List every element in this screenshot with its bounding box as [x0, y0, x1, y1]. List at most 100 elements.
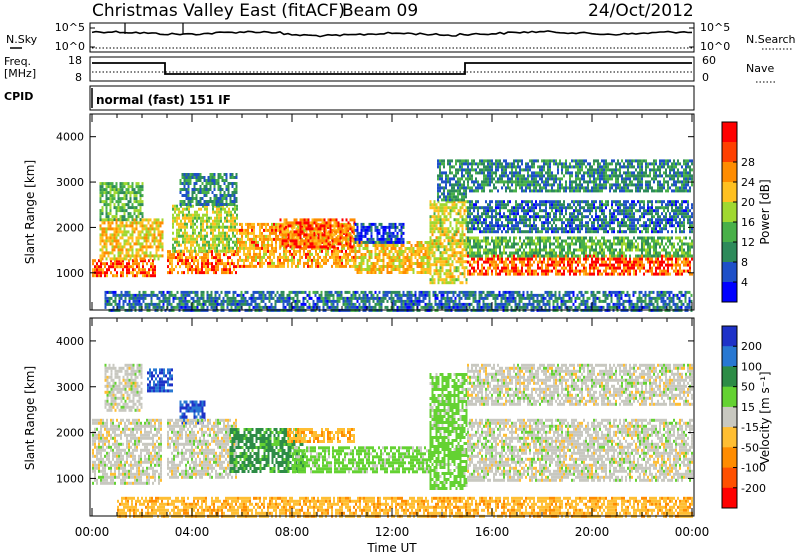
data-region [287, 428, 355, 443]
data-region [172, 204, 238, 253]
data-region [167, 418, 237, 479]
colorbar-swatch [722, 346, 737, 367]
freq-tick-top: 18 [68, 54, 82, 67]
velocity-ylabel: Slant Range [km] [23, 366, 37, 470]
colorbar-swatch [722, 427, 737, 448]
y-tick-label: 2000 [56, 427, 84, 440]
colorbar-swatch [722, 406, 737, 428]
data-region [104, 363, 143, 412]
nsky-trace [91, 30, 693, 38]
nsearch-tick-top: 10^5 [700, 21, 730, 34]
data-region [279, 218, 356, 249]
x-tick-label: 00:00 [675, 525, 710, 539]
data-region [99, 218, 164, 261]
data-region [467, 254, 693, 276]
y-tick-label: 4000 [56, 131, 84, 144]
y-tick-label: 3000 [56, 381, 84, 394]
colorbar-tick-label: -50 [741, 441, 759, 454]
colorbar-swatch [722, 467, 737, 489]
colorbar-swatch [722, 202, 737, 223]
nave-tick-top: 60 [702, 54, 716, 67]
colorbar-swatch [722, 386, 737, 408]
nsky-label: N.Sky [6, 33, 38, 46]
beam-title: Beam 09 [342, 1, 418, 21]
data-region [467, 159, 693, 193]
colorbar-tick-label: 16 [741, 216, 755, 229]
data-region [167, 250, 237, 275]
data-region [179, 173, 238, 206]
cpid-value: normal (fast) 151 IF [96, 93, 231, 107]
data-region [147, 368, 173, 393]
data-region [429, 373, 468, 490]
x-tick-label: 00:00 [75, 525, 110, 539]
date-title: 24/Oct/2012 [588, 1, 694, 21]
freq-panel [89, 56, 695, 82]
x-tick-label: 08:00 [275, 525, 310, 539]
y-tick-label: 3000 [56, 176, 84, 189]
nsearch-label: N.Search [746, 33, 796, 46]
velocity-panel: 1000 2000 3000 4000 00:00 04:00 08:00 12:00 16:0… [56, 317, 710, 539]
data-region [292, 446, 430, 474]
cpid-label: CPID [4, 90, 33, 103]
colorbar-tick-label: 15 [741, 401, 755, 414]
data-region [354, 241, 431, 274]
x-tick-label: 04:00 [175, 525, 210, 539]
nave-tick-bottom: 0 [702, 71, 709, 84]
data-region [104, 290, 693, 312]
data-region [467, 418, 693, 482]
colorbar-tick-label: 28 [741, 156, 755, 169]
colorbar-tick-label: 100 [741, 360, 762, 373]
y-tick-label: 1000 [56, 267, 84, 280]
data-region [467, 200, 693, 234]
x-tick-label: 16:00 [475, 525, 510, 539]
power-ylabel: Slant Range [km] [23, 160, 37, 264]
data-region [437, 159, 467, 202]
colorbar-tick-label: 8 [741, 256, 748, 269]
nsky-tick-top: 10^5 [55, 21, 85, 34]
x-tick-label: 12:00 [375, 525, 410, 539]
colorbar-swatch [722, 162, 737, 183]
data-region [467, 363, 693, 406]
x-tick-label: 20:00 [575, 525, 610, 539]
y-tick-label: 1000 [56, 472, 84, 485]
colorbar-tick-label: -15 [741, 421, 759, 434]
power-colorbar-label: Power [dB] [758, 179, 772, 244]
colorbar-swatch [722, 182, 737, 203]
y-tick-label: 2000 [56, 221, 84, 234]
nave-label: Nave [746, 62, 774, 75]
colorbar-swatch [722, 282, 737, 303]
colorbar-tick-label: 24 [741, 176, 755, 189]
station-title: Christmas Valley East (fitACF) [92, 1, 345, 21]
colorbar-swatch [722, 242, 737, 263]
colorbar-tick-label: 4 [741, 276, 748, 289]
freq-trace [92, 62, 692, 75]
data-region [99, 182, 144, 222]
velocity-colorbar-label: Velocity [m s⁻¹] [758, 371, 772, 464]
nsky-panel [89, 22, 695, 53]
colorbar-tick-label: 50 [741, 381, 755, 394]
colorbar-tick-label: -100 [741, 462, 766, 475]
data-region [92, 259, 156, 278]
freq-label: Freq. [4, 55, 31, 68]
colorbar-tick-label: 200 [741, 340, 762, 353]
cpid-panel [89, 85, 695, 111]
nsearch-tick-bottom: 10^0 [700, 40, 730, 53]
colorbar-swatch [722, 262, 737, 283]
colorbar-swatch [722, 142, 737, 163]
velocity-colorbar: 200 100 50 15 -15 -50 -100 -200 [721, 325, 766, 509]
colorbar-swatch [722, 447, 737, 468]
data-region [467, 236, 693, 258]
colorbar-tick-label: 12 [741, 236, 755, 249]
colorbar-swatch [722, 222, 737, 243]
y-tick-label: 4000 [56, 335, 84, 348]
nsky-tick-bottom: 10^0 [55, 40, 85, 53]
time-xlabel: Time UT [366, 541, 417, 554]
colorbar-swatch [722, 122, 737, 143]
freq-unit-label: [MHz] [4, 67, 36, 80]
data-region [117, 496, 693, 518]
data-region [92, 418, 162, 485]
data-region [429, 200, 468, 285]
power-panel: 1000 2000 3000 4000 [56, 113, 695, 312]
colorbar-swatch [722, 366, 737, 388]
